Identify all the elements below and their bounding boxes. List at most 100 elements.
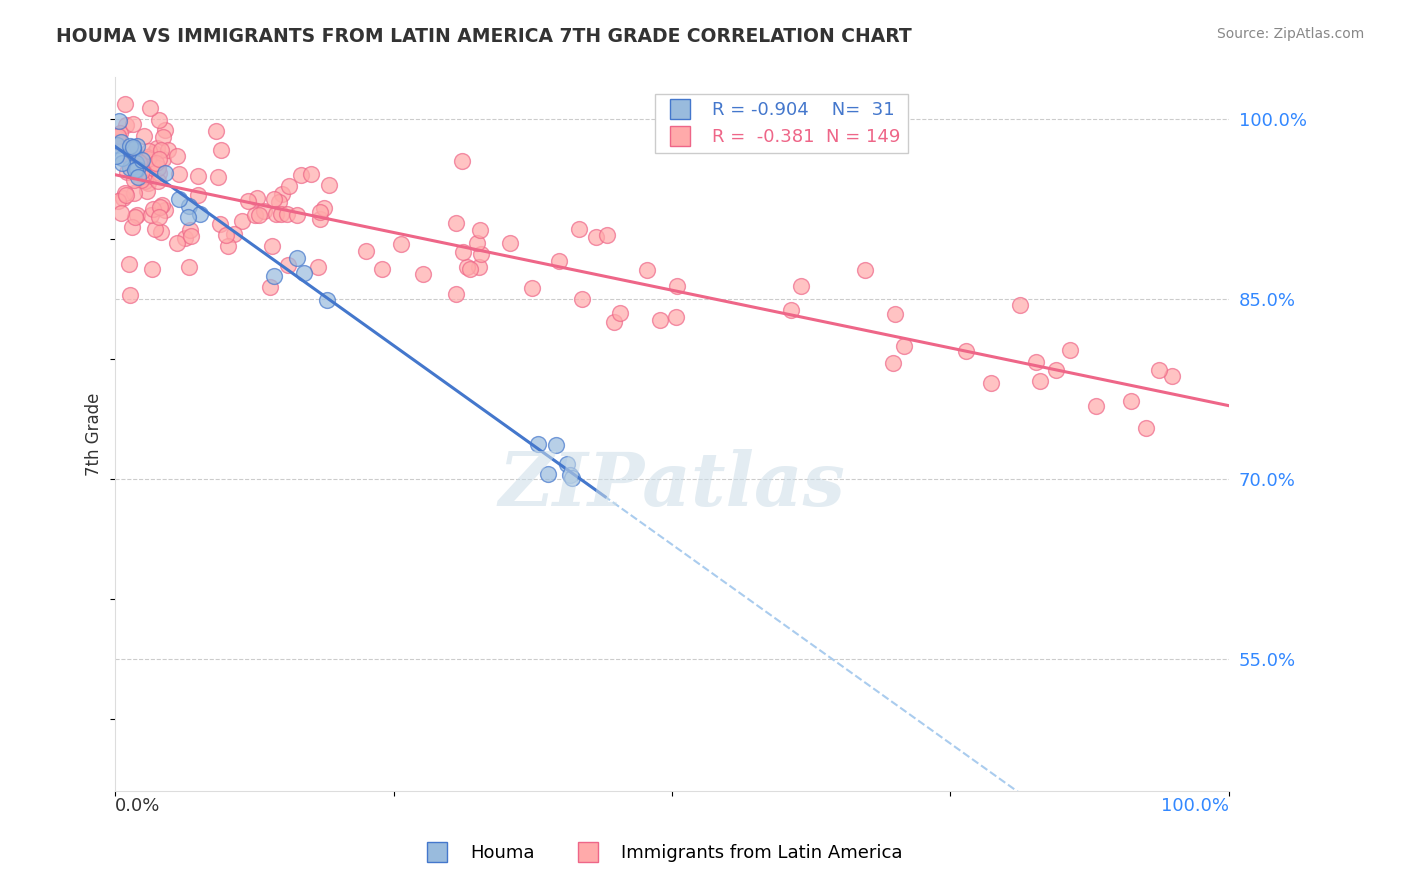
Point [318,178,340,192]
Point [555,458,578,472]
Text: 0.0%: 0.0% [115,797,160,814]
Point [636,263,658,277]
Point [1025,355,1047,369]
Point [166,149,188,163]
Point [208,218,231,232]
Point [180,228,202,243]
Text: Source: ZipAtlas.com: Source: ZipAtlas.com [1216,27,1364,41]
Point [468,222,491,236]
Point [1119,393,1142,408]
Point [141,158,163,172]
Legend: R = -0.904    N=  31, R =  -0.381  N = 149: R = -0.904 N= 31, R = -0.381 N = 149 [655,94,908,153]
Point [263,268,285,283]
Point [167,192,190,206]
Point [446,286,468,301]
Point [108,126,131,140]
Point [131,164,153,178]
Point [110,206,132,220]
Point [285,207,308,221]
Point [111,151,134,165]
Point [146,141,169,155]
Point [231,213,253,227]
Point [145,156,167,170]
Point [155,123,177,137]
Point [665,278,688,293]
Point [312,201,335,215]
Point [276,207,298,221]
Point [124,163,146,178]
Point [115,165,138,179]
Point [499,236,522,251]
Point [527,437,550,451]
Point [114,97,136,112]
Point [780,303,803,318]
Point [105,149,128,163]
Point [262,239,284,253]
Point [127,159,149,173]
Point [1059,343,1081,357]
Point [465,236,488,251]
Legend: Houma, Immigrants from Latin America: Houma, Immigrants from Latin America [412,838,910,870]
Point [125,156,148,170]
Point [148,113,170,128]
Point [131,153,153,168]
Point [105,137,128,152]
Point [665,310,688,324]
Point [299,167,322,181]
Point [1008,298,1031,312]
Point [648,313,671,327]
Point [107,135,129,149]
Point [120,152,142,166]
Point [120,141,142,155]
Point [980,376,1002,390]
Point [560,467,582,482]
Point [148,210,170,224]
Text: ZIPatlas: ZIPatlas [499,449,845,521]
Point [122,117,145,131]
Point [1135,421,1157,435]
Point [166,235,188,250]
Point [128,154,150,169]
Point [277,258,299,272]
Point [1084,399,1107,413]
Point [132,161,155,176]
Point [520,280,543,294]
Point [308,205,330,219]
Point [152,129,174,144]
Point [148,153,170,167]
Point [125,208,148,222]
Point [263,192,285,206]
Point [187,169,209,183]
Point [149,225,172,239]
Point [152,153,174,167]
Point [267,195,290,210]
Point [134,173,156,187]
Point [122,155,145,169]
Point [148,161,170,176]
Point [596,228,619,243]
Point [131,173,153,187]
Point [150,198,173,212]
Point [571,292,593,306]
Point [609,306,631,320]
Point [188,207,211,221]
Point [167,167,190,181]
Point [955,344,977,359]
Point [307,260,329,275]
Point [308,211,330,226]
Point [121,140,143,154]
Point [790,279,813,293]
Point [354,244,377,258]
Point [389,236,412,251]
Point [1045,363,1067,377]
Point [451,244,474,259]
Point [215,227,238,242]
Point [585,229,607,244]
Point [139,208,162,222]
Point [537,467,560,481]
Point [451,153,474,168]
Point [568,221,591,235]
Y-axis label: 7th Grade: 7th Grade [86,392,103,475]
Point [136,177,159,191]
Point [316,293,339,308]
